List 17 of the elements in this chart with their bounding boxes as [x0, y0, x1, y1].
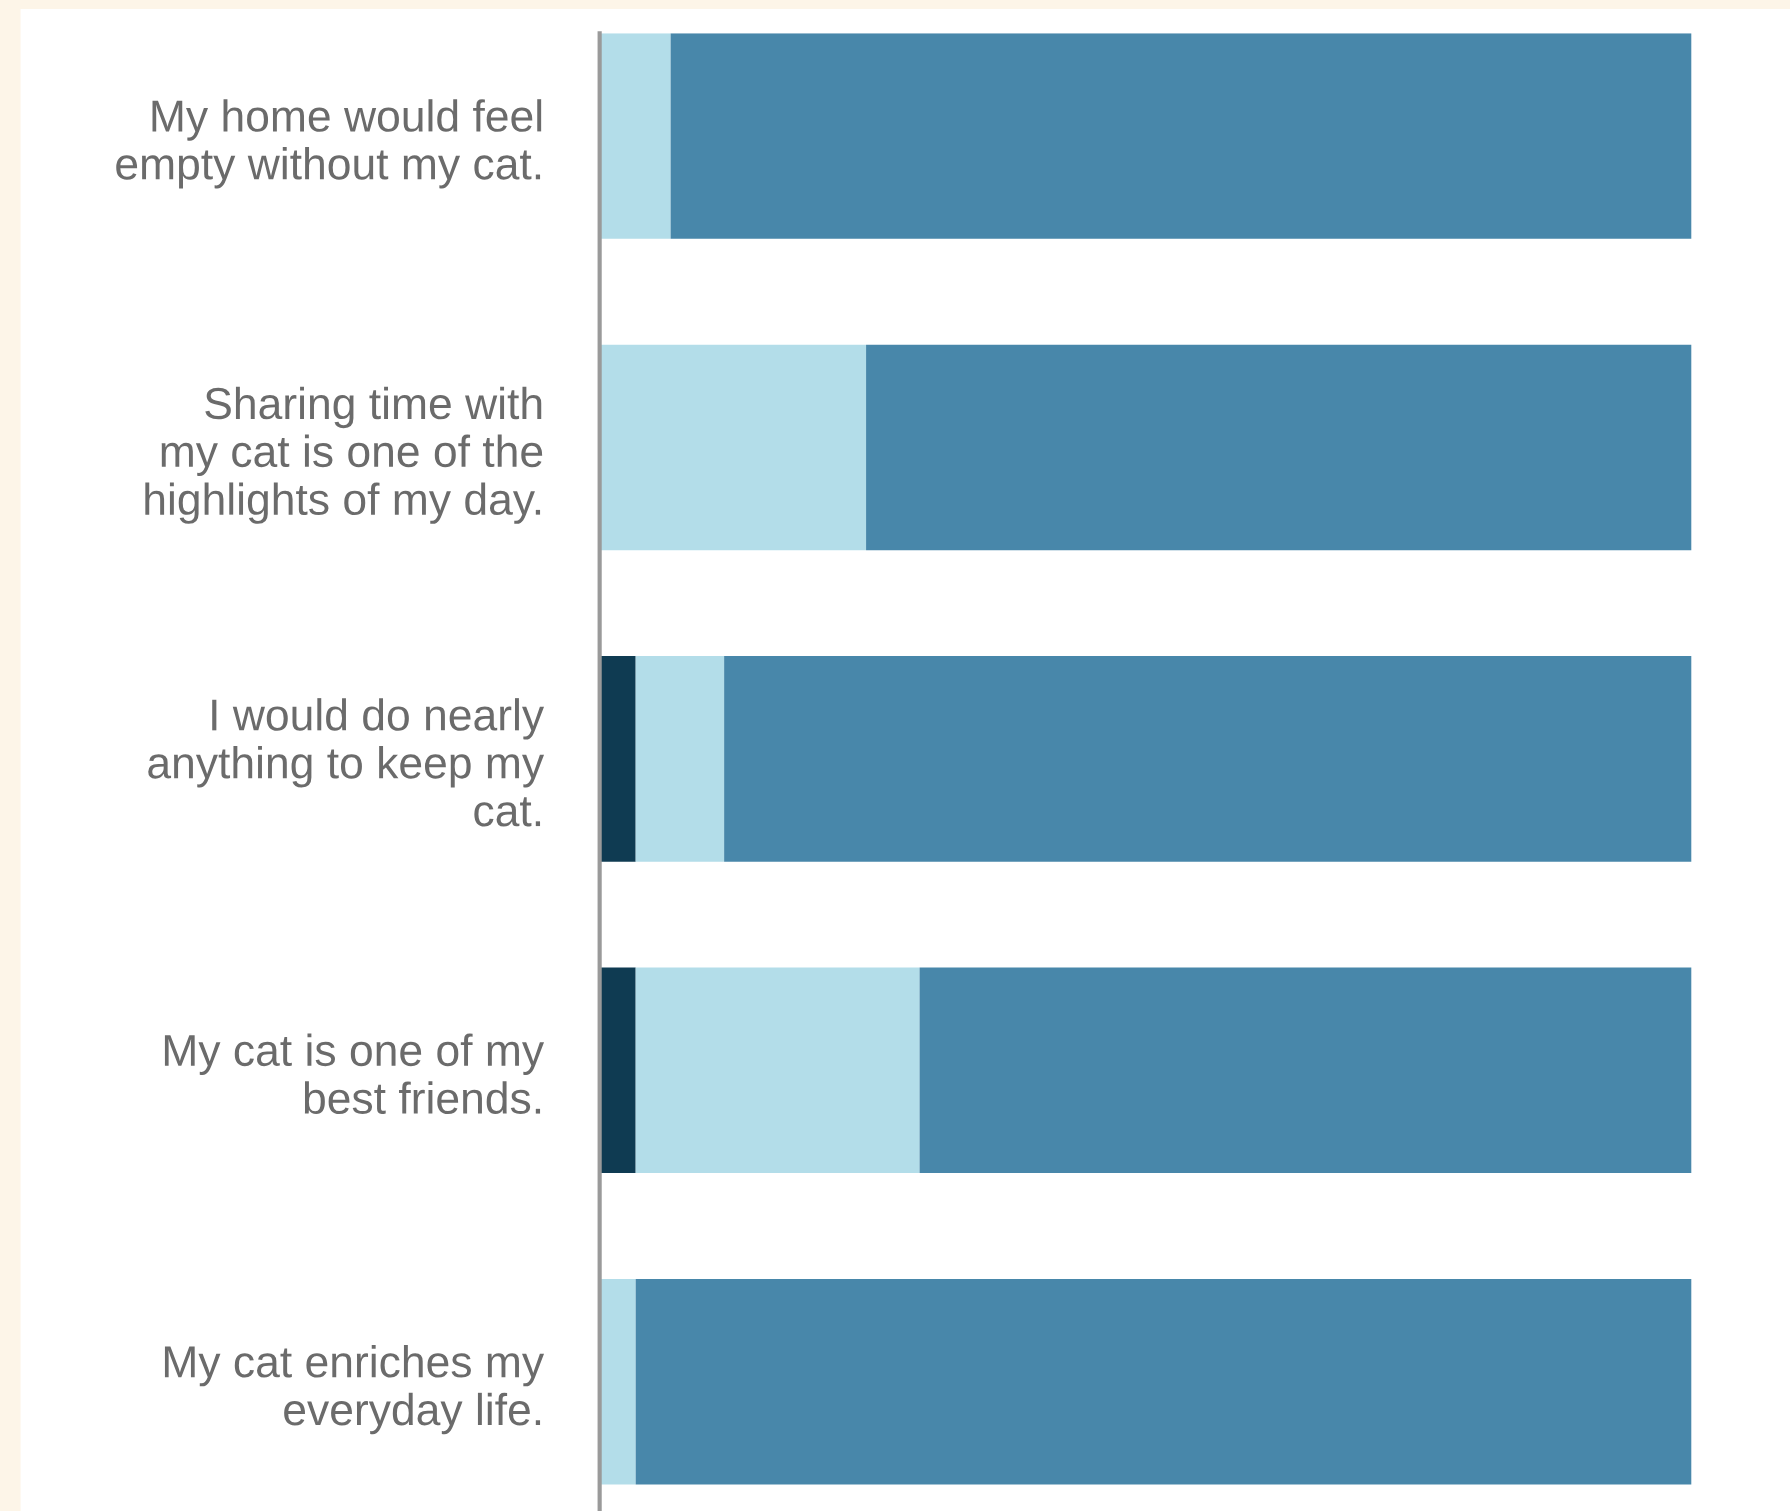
bar — [635, 1278, 1692, 1485]
bar — [635, 656, 725, 862]
y-tick-label: My cat is one of my best friends. — [164, 1033, 545, 1115]
y-tick-label: Sharing time with my cat is one of the highlights of my day. — [145, 386, 543, 524]
y-tick-label: My cat enriches my everyday life. — [164, 1344, 545, 1435]
bar — [919, 967, 1692, 1174]
bar — [599, 33, 671, 239]
bar — [599, 967, 636, 1174]
bar — [866, 344, 1692, 551]
bar — [599, 344, 867, 551]
bar — [599, 1278, 636, 1485]
bar — [670, 33, 1692, 239]
y-tick-label: I would do nearly anything to keep my cat. — [148, 698, 545, 827]
bar — [599, 656, 636, 862]
bar — [635, 967, 920, 1174]
bar — [724, 656, 1692, 862]
y-tick-label: My home would feel empty without my cat. — [116, 99, 542, 189]
